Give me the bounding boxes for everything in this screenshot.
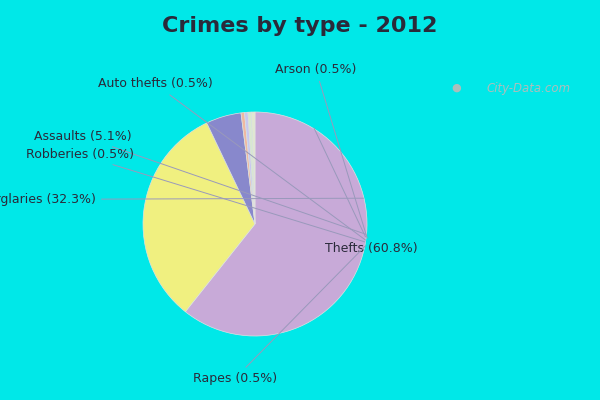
Wedge shape xyxy=(185,112,367,336)
Text: Auto thefts (0.5%): Auto thefts (0.5%) xyxy=(98,78,365,240)
Text: Assaults (5.1%): Assaults (5.1%) xyxy=(34,130,366,234)
Text: City-Data.com: City-Data.com xyxy=(487,82,571,95)
Text: Thefts (60.8%): Thefts (60.8%) xyxy=(314,128,418,255)
Wedge shape xyxy=(241,112,255,224)
Text: Rapes (0.5%): Rapes (0.5%) xyxy=(193,246,365,385)
Text: ●: ● xyxy=(452,82,461,92)
Text: Burglaries (32.3%): Burglaries (32.3%) xyxy=(0,193,364,206)
Wedge shape xyxy=(251,112,255,224)
Text: Arson (0.5%): Arson (0.5%) xyxy=(275,63,367,238)
Wedge shape xyxy=(207,113,255,224)
Text: Robberies (0.5%): Robberies (0.5%) xyxy=(26,148,365,242)
Wedge shape xyxy=(143,123,255,312)
Wedge shape xyxy=(244,112,255,224)
Text: Crimes by type - 2012: Crimes by type - 2012 xyxy=(163,16,437,36)
Wedge shape xyxy=(248,112,255,224)
